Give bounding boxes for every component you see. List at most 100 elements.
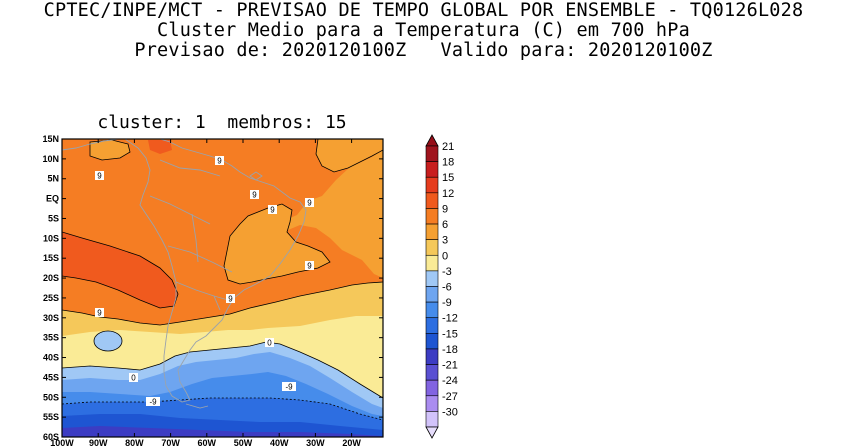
lon-label-30w: 30W <box>306 438 325 448</box>
colorbar-label: 3 <box>442 235 448 247</box>
contour-label-11: -9 <box>285 383 293 392</box>
colorbar-label: -9 <box>442 297 452 309</box>
axis-ticks <box>61 138 383 438</box>
lat-label-45s: 45S <box>43 372 59 382</box>
islands <box>185 171 263 409</box>
temperature-fields <box>62 139 383 437</box>
colorbar-swatch <box>425 411 439 428</box>
field-6-to-9-atlantic <box>316 139 383 172</box>
contour-label-4: 9 <box>307 199 312 208</box>
lat-label-40s: 40S <box>43 353 59 363</box>
colorbar-swatch <box>425 317 439 334</box>
lat-label-15s: 15S <box>43 253 59 263</box>
colorbar-swatch <box>425 333 439 350</box>
colorbar-label: 21 <box>442 141 454 153</box>
colorbar-label: 15 <box>442 172 454 184</box>
south-america-coast <box>124 139 307 403</box>
colorbar-label: -12 <box>442 313 458 325</box>
contour-9-north <box>315 139 383 173</box>
contour-label-5: 9 <box>270 206 275 215</box>
header-title-line-1: CPTEC/INPE/MCT - PREVISAO DE TEMPO GLOBA… <box>43 0 804 21</box>
colorbar-swatch <box>425 286 439 303</box>
field-6-to-9-pacific <box>90 140 130 160</box>
field-minus-15-to-minus-18 <box>62 426 383 437</box>
lon-label-60w: 60W <box>198 438 217 448</box>
map-title: cluster: 1 membros: 15 <box>97 112 347 133</box>
colorbar-swatch <box>425 192 439 209</box>
colorbar-swatch <box>425 395 439 412</box>
lat-label-30s: 30S <box>43 313 59 323</box>
contour-9-inland <box>223 203 331 285</box>
contour-lines <box>62 139 383 421</box>
colorbar-top-arrow <box>425 134 439 147</box>
colorbar-swatch <box>425 348 439 365</box>
colorbar-label: 12 <box>442 188 454 200</box>
coastlines <box>62 139 307 409</box>
colorbar-bottom-arrow <box>425 426 439 439</box>
contour-label-3: 9 <box>252 191 257 200</box>
field-6-to-9-inland <box>224 204 330 284</box>
lon-label-100w: 100W <box>50 438 74 448</box>
contour-minus-9 <box>62 397 383 421</box>
lat-label-5s: 5S <box>48 213 59 223</box>
colorbar-label: -18 <box>442 344 458 356</box>
lon-label-90w: 90W <box>89 438 108 448</box>
lat-label-5n: 5N <box>47 174 59 184</box>
lat-label-60s: 60S <box>43 432 59 442</box>
colorbar-label: 0 <box>442 250 448 262</box>
lat-label-20s: 20S <box>43 273 59 283</box>
lat-label-55s: 55S <box>43 412 59 422</box>
cold-pocket <box>93 330 123 352</box>
colorbar-swatch <box>425 364 439 381</box>
colorbar-label: 18 <box>442 157 454 169</box>
contour-label-8: 9 <box>97 309 102 318</box>
contour-label-2: 9 <box>97 172 102 181</box>
colorbar-swatch <box>425 254 439 272</box>
colorbar-label: -3 <box>442 266 452 278</box>
colorbar-label: -30 <box>442 406 458 418</box>
colorbar-label: -6 <box>442 282 452 294</box>
contour-9-pacific <box>89 139 131 161</box>
header-title-line-3: Previsao de: 2020120100Z Valido para: 20… <box>134 40 713 61</box>
contour-label-12: -9 <box>149 398 157 407</box>
lat-label-10n: 10N <box>42 154 59 164</box>
field-12-to-15-north <box>148 140 172 154</box>
lat-label-15n: 15N <box>42 134 59 144</box>
lon-label-40w: 40W <box>270 438 289 448</box>
colorbar: 21 18 15 12 9 6 3 0 -3 -6 -9 -12 -15 -18 -21 -24 -27 -30 <box>425 134 458 439</box>
lon-label-70w: 70W <box>161 438 180 448</box>
lon-label-20w: 20W <box>342 438 361 448</box>
colorbar-swatch <box>425 379 439 397</box>
field-12-to-15 <box>62 232 178 308</box>
colorbar-label: -15 <box>442 328 458 340</box>
lat-label-10s: 10S <box>43 233 59 243</box>
lat-label-25s: 25S <box>43 293 59 303</box>
colorbar-label: 6 <box>442 219 448 231</box>
contour-0 <box>62 341 383 399</box>
lat-label-35s: 35S <box>43 333 59 343</box>
colorbar-swatch <box>425 208 439 225</box>
lon-label-80w: 80W <box>125 438 144 448</box>
colorbar-swatch <box>425 176 439 194</box>
colorbar-label: -21 <box>442 360 458 372</box>
map-frame <box>61 138 384 438</box>
colorbar-label: -24 <box>442 375 458 387</box>
lon-label-50w: 50W <box>234 438 253 448</box>
colorbar-swatch <box>425 239 439 256</box>
contour-12 <box>62 231 179 309</box>
lat-label-eq: EQ <box>46 194 59 204</box>
colorbar-swatch <box>425 301 439 319</box>
central-america-coast <box>62 139 119 151</box>
contour-label-1: 9 <box>217 157 222 166</box>
colorbar-swatch <box>425 223 439 240</box>
contour-label-7: 9 <box>228 295 233 304</box>
colorbar-label: -27 <box>442 391 458 403</box>
colorbar-swatch <box>425 270 439 287</box>
colorbar-swatch <box>425 145 439 162</box>
lat-axis-labels: 15N 10N 5N EQ 5S 10S 15S 20S 25S 30S 35S 40S 45S 50S 5… <box>42 134 59 442</box>
contour-label-6: 9 <box>307 262 312 271</box>
contour-labels: 9 9 9 9 9 9 9 9 0 0 -9 -9 <box>95 156 314 407</box>
contour-9-south <box>62 281 383 326</box>
colorbar-swatch <box>425 161 439 178</box>
